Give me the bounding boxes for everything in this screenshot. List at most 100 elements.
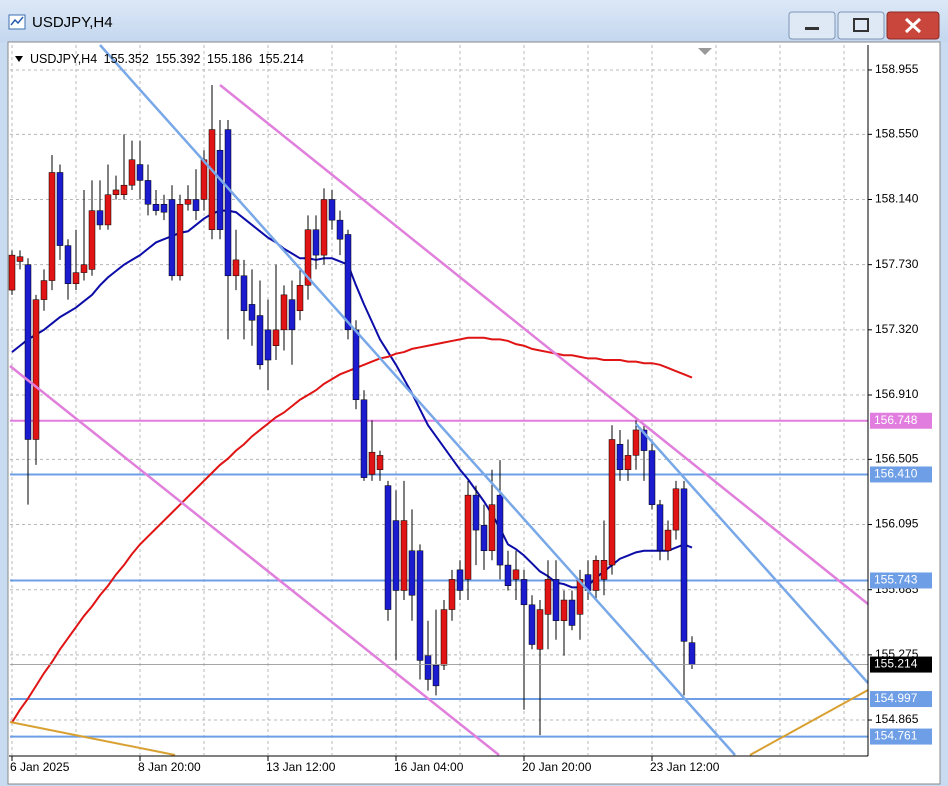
candle-body — [144, 180, 152, 205]
y-tick-label: 156.505 — [875, 452, 919, 466]
candle-body — [248, 304, 256, 321]
x-tick-label: 8 Jan 20:00 — [138, 760, 201, 774]
candle-body — [8, 254, 16, 291]
candle-body — [424, 655, 432, 680]
candle-body — [536, 609, 544, 650]
candle-body — [512, 569, 520, 580]
level-label-box — [870, 728, 932, 745]
candle-body — [352, 329, 360, 401]
x-tick-label: 6 Jan 2025 — [10, 760, 70, 774]
candle-body — [488, 504, 496, 552]
candle-body — [32, 299, 40, 440]
candle-body — [680, 488, 688, 642]
level-label-box — [870, 412, 932, 429]
window-title: USDJPY,H4 — [32, 14, 113, 31]
shift-marker — [698, 48, 712, 55]
candle-body — [464, 494, 472, 580]
chart-area[interactable] — [7, 41, 941, 785]
candle-body — [72, 272, 80, 284]
y-tick-label: 158.955 — [875, 62, 919, 76]
candle-body — [648, 450, 656, 505]
candle-body — [120, 184, 128, 195]
candle-body — [88, 210, 96, 270]
candle-body — [432, 664, 440, 687]
candle-body — [264, 329, 272, 361]
candle-body — [64, 245, 72, 284]
candle-body — [376, 455, 384, 470]
candle-body — [632, 429, 640, 456]
level-label: 155.743 — [874, 573, 918, 587]
candle-body — [576, 579, 584, 615]
candle-body — [664, 529, 672, 552]
candle-body — [208, 129, 216, 230]
open-value: 155.352 — [104, 52, 149, 66]
minimize-button[interactable] — [788, 11, 836, 40]
candle-body — [40, 280, 48, 300]
y-tick-label: 158.550 — [875, 126, 919, 140]
plot — [8, 45, 868, 755]
moving-average — [11, 336, 693, 723]
candle-body — [56, 172, 64, 246]
overlay: 6 Jan 2025 8 Jan 20:00 13 Jan 12:00 16 Jan … — [10, 62, 932, 774]
candle-body — [560, 599, 568, 621]
candle-body — [232, 259, 240, 277]
high-value: 155.392 — [155, 52, 200, 66]
candle-body — [320, 199, 328, 256]
candle-body — [360, 399, 368, 478]
candle-body — [448, 579, 456, 610]
candle-body — [480, 525, 488, 552]
candle-body — [408, 550, 416, 596]
candle-body — [624, 455, 632, 470]
y-tick-label: 158.140 — [875, 192, 919, 206]
candle-body — [504, 564, 512, 586]
candle-body — [456, 569, 464, 591]
x-tick-label: 23 Jan 12:00 — [650, 760, 720, 774]
maximize-button[interactable] — [837, 11, 885, 40]
candle-body — [296, 285, 304, 312]
candle-body — [568, 599, 576, 626]
candle-body — [336, 219, 344, 240]
candle-body — [344, 234, 352, 331]
level-label: 156.748 — [874, 413, 918, 427]
candle-body — [184, 199, 192, 205]
y-tick-label: 157.730 — [875, 257, 919, 271]
y-tick-label: 157.320 — [875, 322, 919, 336]
candle-body — [224, 129, 232, 277]
candle-body — [112, 189, 120, 195]
candle-body — [640, 429, 648, 451]
y-tick-label: 156.910 — [875, 387, 919, 401]
level-label-box — [870, 691, 932, 708]
candle-body — [400, 520, 408, 591]
x-tick-label: 16 Jan 04:00 — [394, 760, 464, 774]
chart-header: USDJPY,H4 155.352 155.392 155.186 155.21… — [30, 52, 304, 66]
candle-body — [152, 204, 160, 211]
level-label: 156.410 — [874, 467, 918, 481]
close-button[interactable] — [886, 11, 940, 40]
candle-body — [200, 159, 208, 200]
candle-body — [552, 579, 560, 621]
candle-body — [96, 210, 104, 226]
close-value: 155.214 — [259, 52, 304, 66]
candle-body — [520, 579, 528, 606]
candle-body — [168, 199, 176, 277]
current-price-box — [870, 656, 932, 673]
candle-body — [240, 275, 248, 312]
x-tick-label: 13 Jan 12:00 — [266, 760, 336, 774]
candle-body — [384, 485, 392, 610]
candle-body — [272, 329, 280, 346]
y-tick-label: 156.095 — [875, 517, 919, 531]
candle-body — [592, 560, 600, 591]
symbol: USDJPY,H4 — [30, 52, 97, 66]
level-label-box — [870, 572, 932, 589]
candle-body — [136, 164, 144, 181]
low-value: 155.186 — [207, 52, 252, 66]
current-price-label: 155.214 — [874, 657, 918, 671]
candle-body — [528, 604, 536, 645]
candle-body — [392, 520, 400, 591]
level-label: 154.761 — [874, 729, 918, 743]
x-tick-label: 20 Jan 20:00 — [522, 760, 592, 774]
candle-body — [368, 451, 376, 475]
candle-body — [24, 264, 32, 440]
candle-body — [216, 149, 224, 230]
